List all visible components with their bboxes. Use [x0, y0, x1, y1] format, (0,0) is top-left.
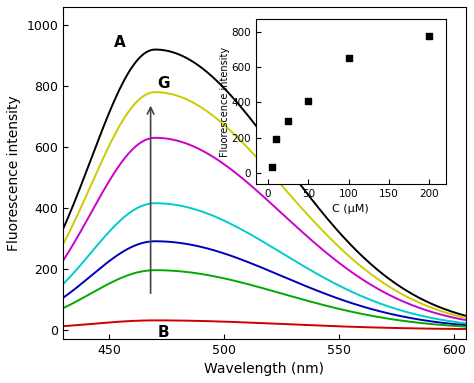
- X-axis label: Wavelength (nm): Wavelength (nm): [204, 362, 324, 376]
- Text: B: B: [157, 325, 169, 340]
- Point: [268, 164, 276, 170]
- Point: [284, 118, 292, 124]
- Text: G: G: [157, 75, 170, 91]
- Point: [426, 33, 433, 39]
- Text: A: A: [114, 34, 126, 49]
- Point: [345, 55, 353, 61]
- Y-axis label: Fluorescence intensity: Fluorescence intensity: [220, 46, 230, 157]
- Y-axis label: Fluorescence intensity: Fluorescence intensity: [7, 95, 21, 250]
- Point: [273, 136, 280, 142]
- X-axis label: C (μM): C (μM): [332, 204, 369, 214]
- Point: [305, 98, 312, 104]
